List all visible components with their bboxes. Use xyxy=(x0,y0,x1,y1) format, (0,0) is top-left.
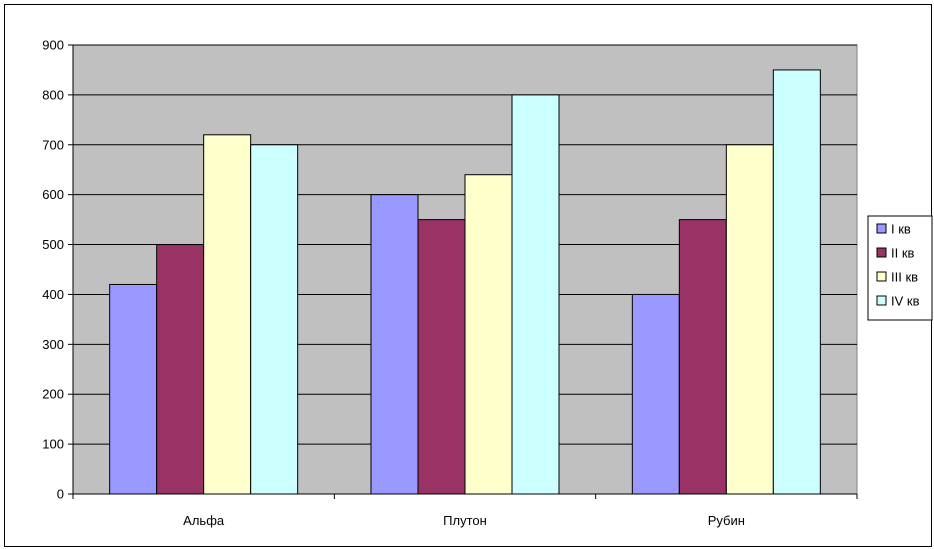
bars xyxy=(109,69,821,495)
x-category-label: Рубин xyxy=(708,513,745,528)
y-tick-label: 400 xyxy=(42,287,64,302)
bar xyxy=(511,94,560,495)
y-tick-label: 200 xyxy=(42,387,64,402)
legend-label: II кв xyxy=(891,246,915,261)
y-tick-label: 600 xyxy=(42,187,64,202)
bar xyxy=(678,219,727,495)
x-category-labels: Альфа Плутон Рубин xyxy=(183,513,745,528)
y-tick-label: 500 xyxy=(42,237,64,252)
bar xyxy=(464,174,513,495)
bar xyxy=(417,219,466,495)
legend-label: I кв xyxy=(891,222,911,237)
y-tick-labels: 0 100 200 300 400 500 600 700 800 900 xyxy=(42,38,64,502)
bar xyxy=(203,134,252,495)
x-category-label: Плутон xyxy=(443,513,487,528)
bar xyxy=(725,144,774,495)
y-tick-label: 0 xyxy=(57,487,64,502)
axes xyxy=(68,44,858,499)
bar xyxy=(631,293,680,495)
bar xyxy=(109,283,158,495)
y-tick-label: 900 xyxy=(42,38,64,53)
legend-label: IV кв xyxy=(891,294,920,309)
bar xyxy=(250,144,299,495)
bar xyxy=(156,244,205,495)
legend: I кв II кв III кв IV кв xyxy=(867,215,933,321)
bar xyxy=(370,194,419,495)
y-tick-label: 800 xyxy=(42,87,64,102)
x-category-label: Альфа xyxy=(183,513,225,528)
y-tick-label: 100 xyxy=(42,437,64,452)
legend-swatch xyxy=(876,295,887,306)
legend-swatch xyxy=(876,247,887,258)
legend-swatch xyxy=(876,271,887,282)
legend-label: III кв xyxy=(891,270,918,285)
bar xyxy=(772,69,821,495)
legend-swatch xyxy=(876,223,887,234)
y-tick-label: 300 xyxy=(42,337,64,352)
y-tick-label: 700 xyxy=(42,137,64,152)
